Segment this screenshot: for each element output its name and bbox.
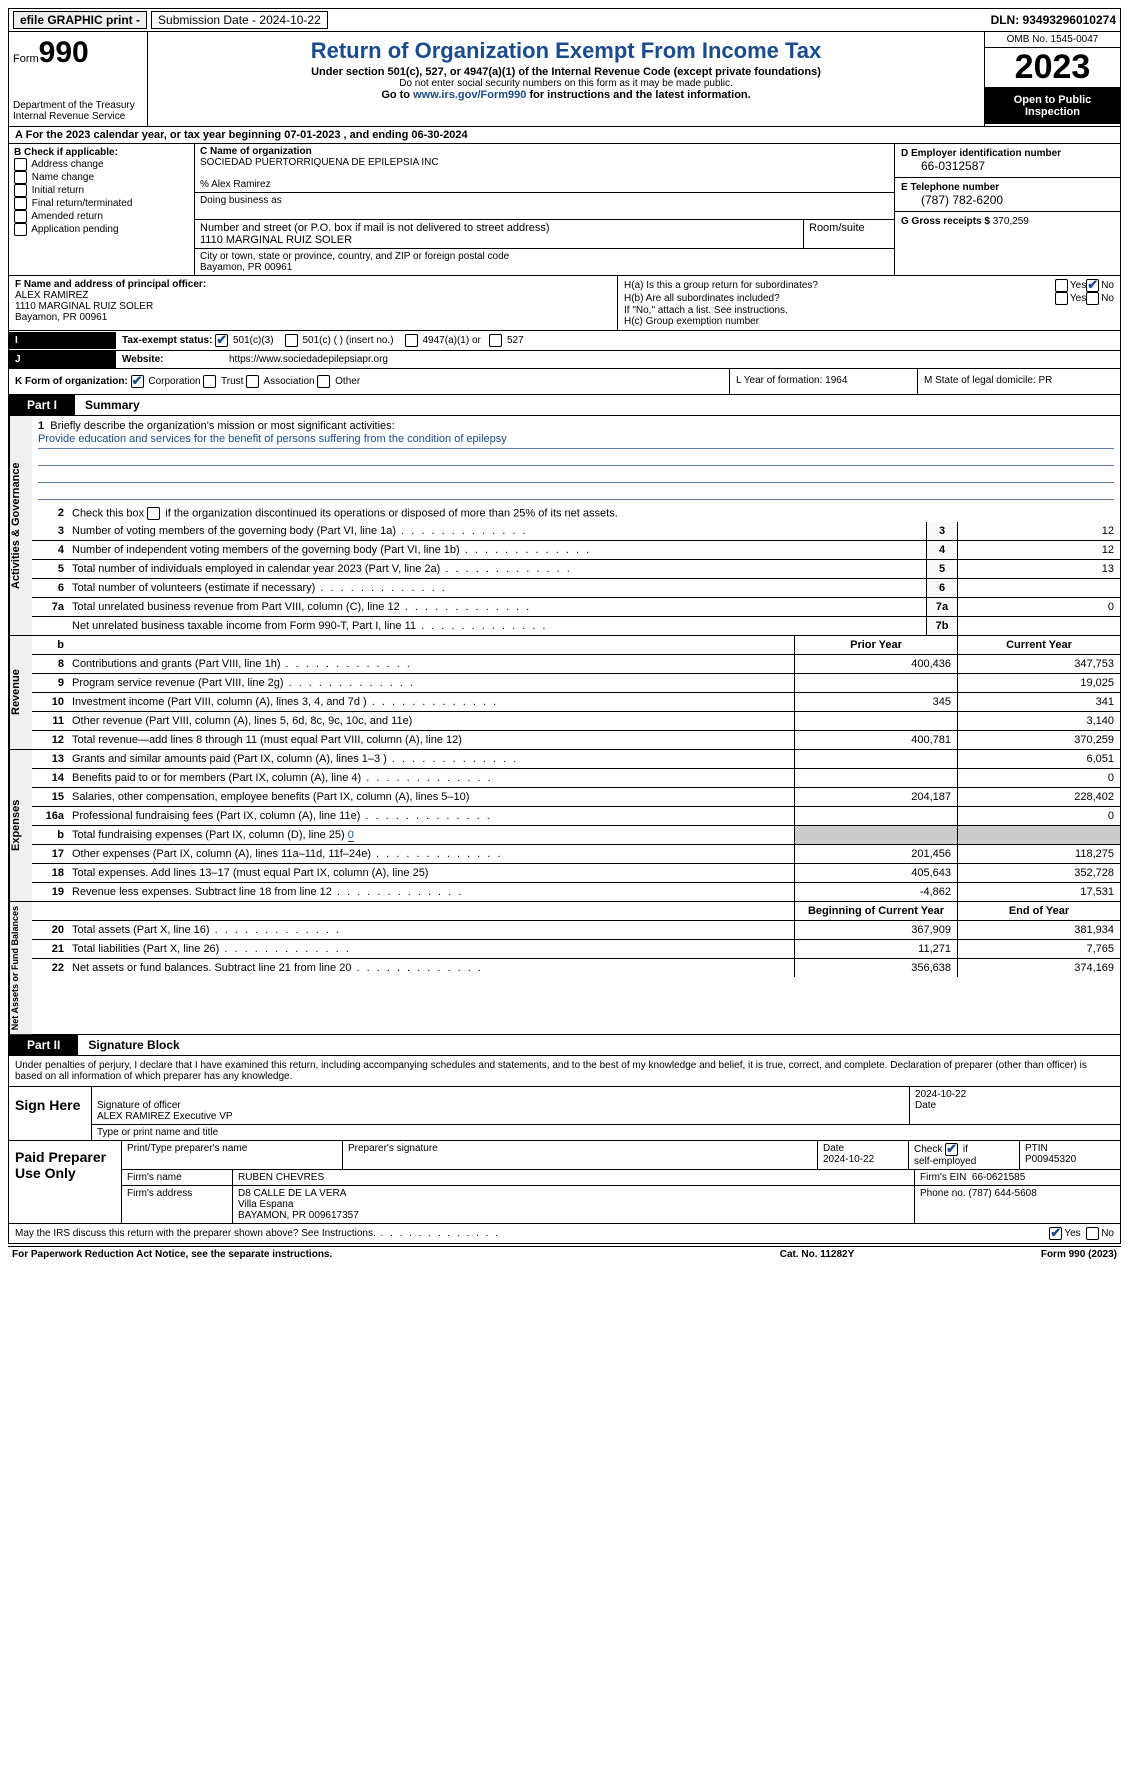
expenses: Expenses 13Grants and similar amounts pa… <box>8 750 1121 902</box>
cb-amended[interactable] <box>14 210 27 223</box>
goto-line: Go to www.irs.gov/Form990 for instructio… <box>156 89 976 101</box>
part2-header: Part II Signature Block <box>8 1035 1121 1056</box>
cb-discontinued[interactable] <box>147 507 160 520</box>
cb-4947[interactable] <box>405 334 418 347</box>
cb-pending[interactable] <box>14 223 27 236</box>
hb-yes[interactable] <box>1055 292 1068 305</box>
cb-address[interactable] <box>14 158 27 171</box>
officer-sig: ALEX RAMIREZ Executive VP <box>97 1111 233 1122</box>
cb-selfemp[interactable] <box>945 1143 958 1156</box>
ssn-note: Do not enter social security numbers on … <box>156 78 976 89</box>
cb-527[interactable] <box>489 334 502 347</box>
street: 1110 MARGINAL RUIZ SOLER <box>200 234 352 246</box>
city: Bayamon, PR 00961 <box>200 262 292 273</box>
phone: (787) 782-6200 <box>901 193 1114 207</box>
submission-date: Submission Date - 2024-10-22 <box>151 11 328 29</box>
cb-final[interactable] <box>14 197 27 210</box>
year-formation: L Year of formation: 1964 <box>729 369 917 394</box>
domicile: M State of legal domicile: PR <box>917 369 1120 394</box>
governance: Activities & Governance 1 Briefly descri… <box>8 416 1121 636</box>
footer: For Paperwork Reduction Act Notice, see … <box>8 1246 1121 1262</box>
net-assets: Net Assets or Fund Balances Beginning of… <box>8 902 1121 1035</box>
cb-name[interactable] <box>14 171 27 184</box>
irs-link[interactable]: www.irs.gov/Form990 <box>413 89 526 101</box>
mission-text: Provide education and services for the b… <box>38 432 1114 449</box>
firm-ein: 66-0621585 <box>972 1172 1025 1183</box>
efile-btn[interactable]: efile GRAPHIC print - <box>13 11 147 29</box>
line-a: A For the 2023 calendar year, or tax yea… <box>8 127 1121 144</box>
header-fields: B Check if applicable: Address change Na… <box>8 144 1121 276</box>
cb-other[interactable] <box>317 375 330 388</box>
firm-name: RUBEN CHEVRES <box>233 1170 915 1185</box>
firm-addr: D8 CALLE DE LA VERA Villa Espana BAYAMON… <box>233 1186 915 1223</box>
firm-phone: (787) 644-5608 <box>968 1188 1036 1199</box>
part1-header: Part I Summary <box>8 395 1121 416</box>
row-f-h: F Name and address of principal officer:… <box>8 276 1121 331</box>
subtitle: Under section 501(c), 527, or 4947(a)(1)… <box>156 66 976 78</box>
revenue: Revenue bPrior YearCurrent Year 8Contrib… <box>8 636 1121 750</box>
omb: OMB No. 1545-0047 <box>985 32 1120 48</box>
sign-date: 2024-10-22 <box>915 1089 966 1100</box>
row-i: I Tax-exempt status: 501(c)(3) 501(c) ( … <box>8 331 1121 351</box>
cb-501c[interactable] <box>285 334 298 347</box>
dept: Department of the Treasury Internal Reve… <box>13 100 143 122</box>
paid-preparer: Paid Preparer Use Only Print/Type prepar… <box>8 1141 1121 1224</box>
care-of: % Alex Ramirez <box>200 179 271 190</box>
ha-yes[interactable] <box>1055 279 1068 292</box>
discuss-yes[interactable] <box>1049 1227 1062 1240</box>
sign-here: Sign Here Signature of officerALEX RAMIR… <box>8 1087 1121 1141</box>
officer-name: ALEX RAMIREZ <box>15 290 88 301</box>
col-c: C Name of organization SOCIEDAD PUERTORR… <box>195 144 894 275</box>
website[interactable]: https://www.sociedadepilepsiapr.org <box>223 351 1120 368</box>
form-header: Form990 Department of the Treasury Inter… <box>8 32 1121 127</box>
row-j: J Website: https://www.sociedadepilepsia… <box>8 351 1121 369</box>
ha-no[interactable] <box>1086 279 1099 292</box>
cb-corp[interactable] <box>131 375 144 388</box>
gross: 370,259 <box>993 216 1029 227</box>
topbar: efile GRAPHIC print - Submission Date - … <box>8 8 1121 32</box>
ptin: P00945320 <box>1025 1154 1076 1165</box>
perjury-text: Under penalties of perjury, I declare th… <box>8 1056 1121 1087</box>
ein: 66-0312587 <box>901 159 1114 173</box>
col-b: B Check if applicable: Address change Na… <box>9 144 195 275</box>
tax-year: 2023 <box>985 48 1120 88</box>
dln: DLN: 93493296010274 <box>991 13 1116 27</box>
cb-assoc[interactable] <box>246 375 259 388</box>
cb-501c3[interactable] <box>215 334 228 347</box>
form-title: Return of Organization Exempt From Incom… <box>156 38 976 64</box>
col-d: D Employer identification number66-03125… <box>894 144 1120 275</box>
open-inspection: Open to Public Inspection <box>985 88 1120 124</box>
hb-no[interactable] <box>1086 292 1099 305</box>
discuss-no[interactable] <box>1086 1227 1099 1240</box>
row-klm: K Form of organization: Corporation Trus… <box>8 369 1121 395</box>
cb-trust[interactable] <box>203 375 216 388</box>
org-name: SOCIEDAD PUERTORRIQUENA DE EPILEPSIA INC <box>200 157 439 168</box>
cb-initial[interactable] <box>14 184 27 197</box>
form-number: Form990 <box>13 36 143 70</box>
discuss-row: May the IRS discuss this return with the… <box>8 1224 1121 1244</box>
